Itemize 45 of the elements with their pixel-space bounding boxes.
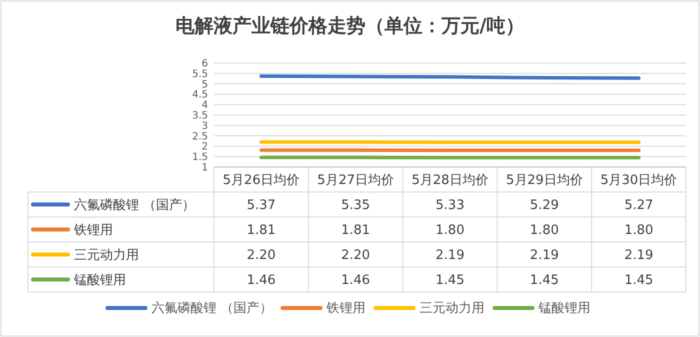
x-tick-label: 5月27日均价 <box>317 173 394 188</box>
legend-label: 六氟磷酸锂 （国产） <box>74 198 196 213</box>
data-label: 1.80 <box>624 223 654 238</box>
text: 铁锂用 <box>74 223 113 238</box>
chart-title: 电解液产业链价格走势（单位：万元/吨） <box>176 15 524 37</box>
data-label: 2.19 <box>624 248 654 263</box>
data-label: 2.19 <box>436 248 464 263</box>
y-tick-label: 1.5 <box>192 152 208 164</box>
data-label: 5.35 <box>341 198 370 213</box>
data-label: 5.37 <box>246 198 276 213</box>
text: 六氟磷酸锂 （国产） <box>151 301 273 316</box>
data-label: 1.46 <box>246 273 276 288</box>
y-tick-label: 4.5 <box>192 90 208 101</box>
x-tick-label: 5月29日均价 <box>506 173 583 188</box>
legend-label: 三元动力用 <box>420 301 485 316</box>
legend-label: 锰酸锂用 <box>538 301 591 316</box>
text: 三元动力用 <box>74 248 139 263</box>
legend-label: 铁锂用 <box>326 301 366 316</box>
data-label: 1.81 <box>246 223 276 238</box>
data-label: 1.45 <box>530 273 559 288</box>
y-tick-label: 4 <box>202 100 208 112</box>
data-label: 1.80 <box>436 223 464 238</box>
data-label: 1.80 <box>530 223 559 238</box>
y-tick-label: 2 <box>202 142 208 153</box>
y-tick-label: 1 <box>202 162 208 174</box>
x-tick-label: 5月28日均价 <box>412 173 488 188</box>
y-tick-label: 2.5 <box>192 131 208 142</box>
x-tick-label: 5月26日均价 <box>222 173 300 188</box>
data-label: 1.46 <box>341 273 370 288</box>
data-label: 5.33 <box>436 198 464 213</box>
data-label: 1.45 <box>436 273 464 288</box>
data-label: 5.29 <box>530 198 559 213</box>
x-tick-label: 5月30日均价 <box>600 173 678 188</box>
data-label: 2.19 <box>530 248 559 263</box>
y-tick-label: 5.5 <box>192 68 208 80</box>
text: 锰酸锂用 <box>74 273 126 288</box>
data-label: 1.81 <box>341 223 370 238</box>
y-tick-label: 5 <box>202 79 208 90</box>
y-tick-label: 3 <box>202 120 208 132</box>
data-label: 2.20 <box>246 248 276 263</box>
y-tick-label: 3.5 <box>192 110 208 122</box>
data-label: 2.20 <box>341 248 370 263</box>
data-label: 5.27 <box>624 198 654 213</box>
y-tick-label: 6 <box>202 58 208 70</box>
data-label: 1.45 <box>624 273 654 288</box>
